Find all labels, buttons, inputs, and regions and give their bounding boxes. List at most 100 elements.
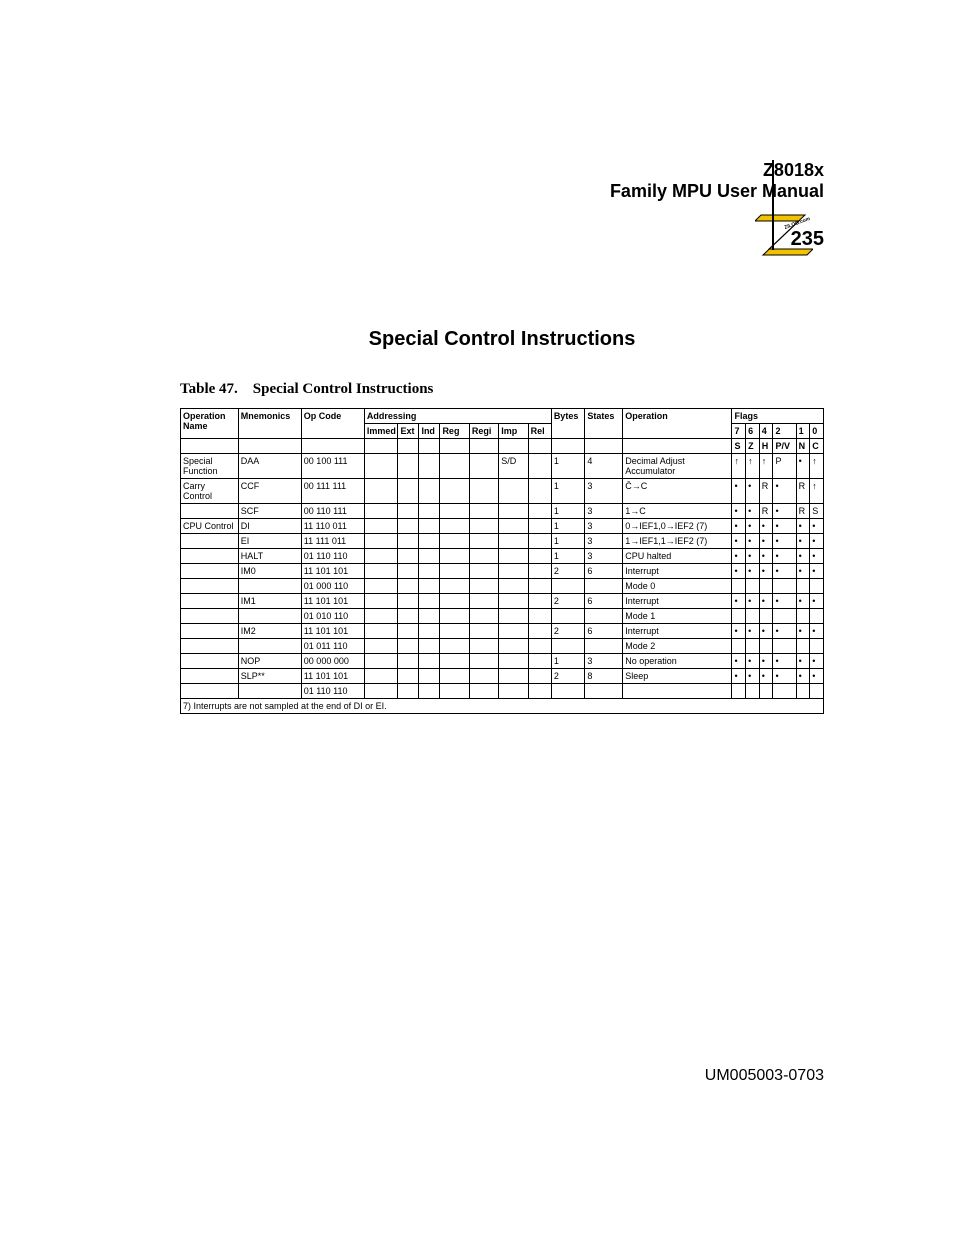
table-row: IM211 101 10126Interrupt•••••• [181, 624, 824, 639]
table-cell: 11 111 011 [301, 534, 364, 549]
table-cell [181, 654, 239, 669]
table-cell: • [796, 594, 810, 609]
table-cell: • [759, 549, 773, 564]
table-cell [746, 639, 760, 654]
table-cell [528, 669, 551, 684]
table-cell [181, 684, 239, 699]
table-cell [181, 594, 239, 609]
table-cell: 3 [585, 534, 623, 549]
table-cell [810, 639, 824, 654]
table-cell [419, 504, 440, 519]
table-cell [759, 639, 773, 654]
col-states: States [585, 409, 623, 439]
table-cell: 11 101 101 [301, 669, 364, 684]
table-cell: 1 [551, 519, 585, 534]
table-cell: • [759, 564, 773, 579]
table-cell [469, 479, 498, 504]
table-cell [440, 654, 469, 669]
table-cell: • [773, 504, 796, 519]
col-flag-1: 1 [796, 424, 810, 439]
section-title: Special Control Instructions [180, 328, 824, 351]
table-cell: EI [238, 534, 301, 549]
table-cell [238, 684, 301, 699]
table-cell: 6 [585, 624, 623, 639]
table-cell: 11 101 101 [301, 594, 364, 609]
table-cell: 01 010 110 [301, 609, 364, 624]
table-cell [773, 579, 796, 594]
table-cell: S/D [499, 454, 528, 479]
table-cell [398, 654, 419, 669]
table-cell: Interrupt [623, 564, 732, 579]
table-cell: • [773, 479, 796, 504]
table-cell: ↑ [810, 454, 824, 479]
table-cell [364, 684, 398, 699]
col-flag-c: C [810, 439, 824, 454]
table-cell [238, 579, 301, 594]
col-flag-6: 6 [746, 424, 760, 439]
table-cell [469, 454, 498, 479]
table-cell [364, 579, 398, 594]
table-cell [419, 534, 440, 549]
doc-footer: UM005003-0703 [705, 1067, 824, 1085]
table-cell: C̄→C [623, 479, 732, 504]
table-cell [528, 654, 551, 669]
table-cell [364, 504, 398, 519]
table-cell [419, 454, 440, 479]
table-cell: 3 [585, 479, 623, 504]
caption-label: Table 47. [180, 381, 238, 397]
col-ind: Ind [419, 424, 440, 439]
table-cell [364, 609, 398, 624]
table-caption: Table 47. Special Control Instructions [180, 381, 824, 398]
table-cell: • [773, 624, 796, 639]
table-cell: CCF [238, 479, 301, 504]
table-cell: • [759, 624, 773, 639]
table-cell [440, 639, 469, 654]
table-cell [398, 624, 419, 639]
table-cell: 4 [585, 454, 623, 479]
table-cell: Interrupt [623, 624, 732, 639]
table-cell [773, 639, 796, 654]
table-cell: DAA [238, 454, 301, 479]
table-cell: • [746, 624, 760, 639]
table-cell [732, 609, 746, 624]
table-cell [440, 684, 469, 699]
table-cell [528, 519, 551, 534]
table-cell [773, 609, 796, 624]
table-cell: S [810, 504, 824, 519]
table-cell: 00 000 000 [301, 654, 364, 669]
table-cell: • [746, 594, 760, 609]
table-cell [528, 454, 551, 479]
table-cell: • [746, 654, 760, 669]
col-operation: Operation [623, 409, 732, 439]
col-flags: Flags [732, 409, 824, 424]
table-body: Special FunctionDAA00 100 111S/D14Decima… [181, 454, 824, 699]
table-footnote-row: 7) Interrupts are not sampled at the end… [181, 699, 824, 714]
col-flag-n: N [796, 439, 810, 454]
table-row: Special FunctionDAA00 100 111S/D14Decima… [181, 454, 824, 479]
table-cell: 3 [585, 549, 623, 564]
table-cell: 01 110 110 [301, 684, 364, 699]
table-cell [398, 669, 419, 684]
table-row: 01 011 110Mode 2 [181, 639, 824, 654]
table-cell: • [796, 549, 810, 564]
table-cell [398, 684, 419, 699]
table-cell [469, 504, 498, 519]
table-cell: DI [238, 519, 301, 534]
table-cell: • [732, 654, 746, 669]
page-number: 235 [791, 228, 824, 251]
table-cell: • [732, 564, 746, 579]
table-cell [181, 504, 239, 519]
table-cell [364, 564, 398, 579]
table-cell: • [746, 519, 760, 534]
table-cell: 6 [585, 594, 623, 609]
table-cell: • [746, 549, 760, 564]
table-cell [551, 609, 585, 624]
table-cell: SLP** [238, 669, 301, 684]
table-cell [440, 669, 469, 684]
table-cell [551, 684, 585, 699]
table-cell: • [759, 654, 773, 669]
table-cell [469, 534, 498, 549]
header-divider [772, 160, 774, 250]
table-cell: • [773, 534, 796, 549]
table-cell [238, 609, 301, 624]
